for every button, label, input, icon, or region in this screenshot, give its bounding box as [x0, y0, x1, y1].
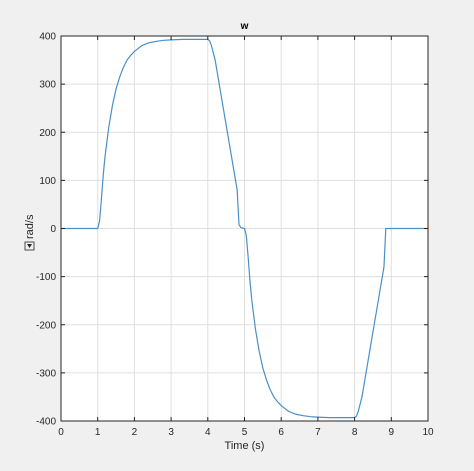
x-tick-label: 2 [132, 427, 138, 438]
y-tick-label: 100 [39, 176, 56, 187]
x-tick-label: 1 [95, 427, 101, 438]
x-tick-label: 7 [315, 427, 321, 438]
x-axis-label: Time (s) [225, 440, 265, 452]
chart-title: w [240, 21, 249, 32]
x-tick-label: 8 [352, 427, 358, 438]
y-tick-label: 300 [39, 80, 56, 91]
y-tick-label: -100 [36, 272, 56, 283]
series-layer [61, 38, 428, 419]
x-tick-label: 4 [205, 427, 211, 438]
y-tick-label: -400 [36, 417, 56, 428]
y-axis-label-group: rad/s [24, 214, 36, 251]
x-tick-label: 9 [389, 427, 395, 438]
x-tick-label: 6 [278, 427, 284, 438]
x-tick-label: 10 [422, 427, 434, 438]
y-tick-label: -300 [36, 368, 56, 379]
y-tick-label: 400 [39, 32, 56, 43]
x-tick-label: 3 [168, 427, 174, 438]
y-tick-label: 200 [39, 128, 56, 139]
x-tick-label: 5 [242, 427, 248, 438]
tick-layer: 0 1 2 3 4 5 6 7 8 9 10 -400 -300 -200 -100 0 100 200 300 40… [36, 32, 434, 439]
y-tick-label: 0 [50, 224, 56, 235]
y-tick-label: -200 [36, 320, 56, 331]
boxed-arrow-icon [24, 241, 35, 251]
series-line [61, 38, 428, 419]
y-axis-label: rad/s [24, 214, 36, 239]
x-tick-label: 0 [58, 427, 64, 438]
